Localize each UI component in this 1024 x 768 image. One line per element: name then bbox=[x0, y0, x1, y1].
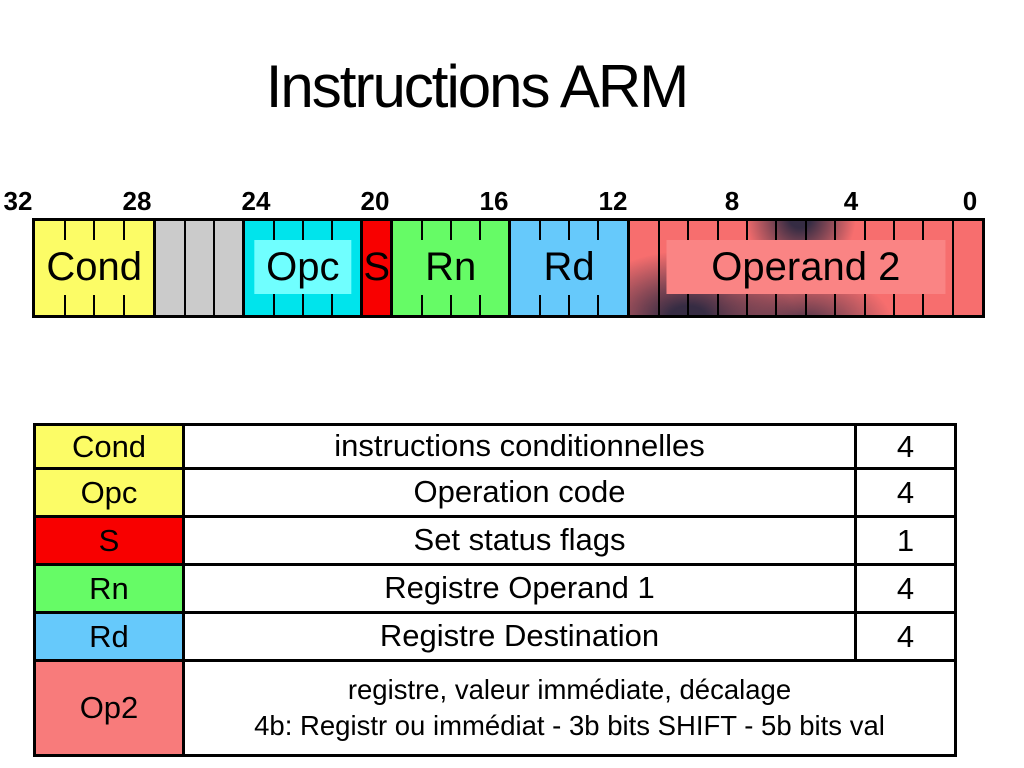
bit-tick bbox=[93, 221, 96, 240]
legend-bits-cell: 4 bbox=[854, 426, 954, 467]
bit-index-label: 4 bbox=[843, 186, 859, 216]
bitfield-section-label: Cond bbox=[46, 244, 142, 289]
bitfield-section-rn: Rn bbox=[390, 221, 509, 315]
legend-label-cell: S bbox=[36, 518, 185, 563]
legend-row-rd: Rd Registre Destination 4 bbox=[36, 611, 954, 659]
legend-desc-cell: instructions conditionnelles bbox=[334, 428, 705, 464]
bit-tick bbox=[212, 221, 215, 315]
bit-index-label: 32 bbox=[3, 186, 33, 216]
bitfield-section-label: S bbox=[363, 244, 391, 289]
bitfield-section-label: Rd bbox=[543, 244, 595, 289]
legend-desc-cell: Registre Operand 1 bbox=[384, 570, 655, 606]
bitfield-section-s: S bbox=[360, 221, 390, 315]
bitfield-section-unused bbox=[153, 221, 243, 315]
bitfield-section-label: Opc bbox=[254, 239, 352, 295]
page-title: Instructions ARM bbox=[265, 53, 690, 120]
legend-bits-cell: 4 bbox=[854, 566, 954, 611]
bit-tick bbox=[63, 295, 66, 315]
bit-tick bbox=[449, 221, 452, 240]
bit-tick bbox=[420, 295, 423, 315]
legend-row-cond: Cond instructions conditionnelles 4 bbox=[36, 426, 954, 467]
bitfield-section-label: Operand 2 bbox=[666, 239, 946, 295]
bitfield-section-label: Rn bbox=[425, 244, 477, 289]
bit-tick bbox=[122, 221, 125, 240]
bitfield-section-opc: Opc bbox=[242, 221, 361, 315]
legend-row-rn: Rn Registre Operand 1 4 bbox=[36, 563, 954, 611]
legend-row-op2: Op2 registre, valeur immédiate, décalage 4… bbox=[36, 659, 954, 754]
legend-label-cell: Rd bbox=[36, 614, 185, 659]
bit-index-label: 28 bbox=[122, 186, 152, 216]
bit-index-label: 24 bbox=[241, 186, 271, 216]
bit-index-label: 20 bbox=[360, 186, 390, 216]
legend-bits-cell: 4 bbox=[854, 470, 954, 515]
legend-table: Cond instructions conditionnelles 4 Opc Oper… bbox=[33, 423, 957, 757]
bit-tick bbox=[539, 295, 542, 315]
legend-label-cell: Op2 bbox=[36, 662, 185, 754]
bit-tick bbox=[420, 221, 423, 240]
legend-bits-cell: 1 bbox=[854, 518, 954, 563]
legend-row-s: S Set status flags 1 bbox=[36, 515, 954, 563]
legend-label-cell: Rn bbox=[36, 566, 185, 611]
bit-tick bbox=[183, 221, 186, 315]
legend-row-opc: Opc Operation code 4 bbox=[36, 467, 954, 515]
bit-tick bbox=[63, 221, 66, 240]
bit-tick bbox=[478, 295, 481, 315]
legend-bits-cell: 4 bbox=[854, 614, 954, 659]
bitfield-section-cond: Cond bbox=[35, 221, 154, 315]
legend-desc-cell: registre, valeur immédiate, décalage 4b: … bbox=[254, 674, 885, 741]
bit-tick bbox=[596, 295, 599, 315]
legend-desc-cell: Set status flags bbox=[413, 522, 626, 558]
bit-tick bbox=[478, 221, 481, 240]
instruction-bitfield-diagram: Cond Opc S Rn Rd Operand 2 bbox=[32, 218, 985, 318]
legend-label-cell: Cond bbox=[36, 426, 185, 467]
bit-tick bbox=[93, 295, 96, 315]
bit-tick bbox=[539, 221, 542, 240]
bit-tick bbox=[951, 221, 954, 315]
legend-label-cell: Opc bbox=[36, 470, 185, 515]
bit-tick bbox=[568, 221, 571, 240]
legend-desc-cell: Registre Destination bbox=[379, 618, 660, 654]
bit-index-label: 16 bbox=[479, 186, 509, 216]
bit-tick bbox=[568, 295, 571, 315]
bit-index-label: 0 bbox=[962, 186, 978, 216]
bitfield-section-op2: Operand 2 bbox=[626, 221, 982, 315]
bit-tick bbox=[122, 295, 125, 315]
legend-desc-cell: Operation code bbox=[413, 474, 626, 510]
bit-tick bbox=[658, 221, 661, 315]
bit-tick bbox=[596, 221, 599, 240]
bitfield-section-rd: Rd bbox=[508, 221, 627, 315]
bit-index-label: 8 bbox=[724, 186, 740, 216]
bit-index-label: 12 bbox=[598, 186, 628, 216]
bit-tick bbox=[449, 295, 452, 315]
